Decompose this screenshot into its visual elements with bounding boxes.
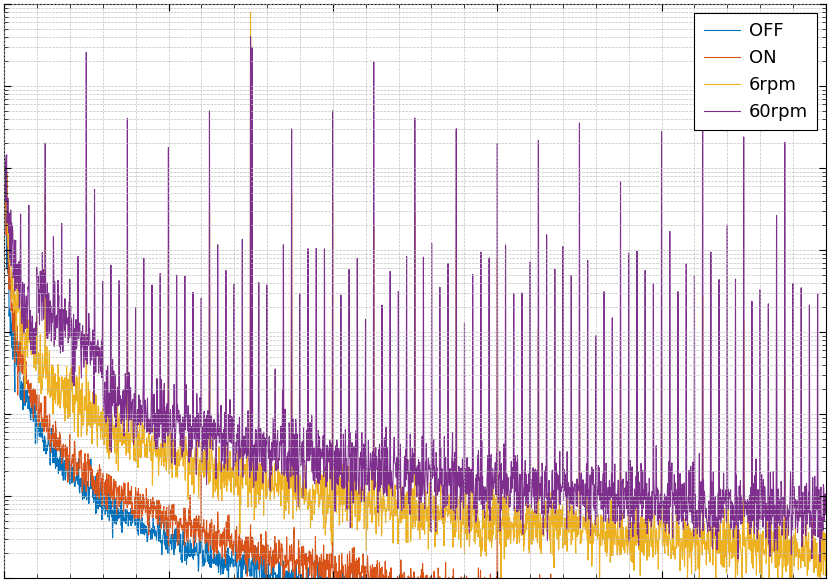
- 60rpm: [0, 152, 10, 159]
- 60rpm: [815, 558, 825, 565]
- ON: [399, 572, 409, 579]
- 6rpm: [42, 343, 51, 350]
- Legend: OFF, ON, 6rpm, 60rpm: OFF, ON, 6rpm, 60rpm: [695, 13, 817, 130]
- 60rpm: [378, 455, 388, 462]
- 60rpm: [798, 504, 808, 511]
- 6rpm: [0, 194, 10, 201]
- 6rpm: [798, 533, 808, 540]
- 6rpm: [246, 9, 256, 16]
- 60rpm: [399, 470, 409, 477]
- Line: 6rpm: 6rpm: [5, 12, 826, 582]
- 6rpm: [821, 549, 830, 556]
- Line: 60rpm: 60rpm: [5, 36, 826, 562]
- 6rpm: [647, 508, 657, 515]
- Line: OFF: OFF: [5, 214, 826, 582]
- 60rpm: [698, 32, 708, 39]
- OFF: [0, 212, 10, 219]
- ON: [0, 182, 10, 189]
- 6rpm: [798, 548, 808, 555]
- 6rpm: [399, 499, 409, 506]
- 60rpm: [42, 330, 51, 337]
- OFF: [1, 211, 11, 218]
- 6rpm: [378, 508, 388, 515]
- Line: ON: ON: [5, 183, 826, 582]
- 60rpm: [647, 523, 657, 530]
- 60rpm: [821, 490, 830, 497]
- 60rpm: [797, 543, 807, 550]
- ON: [2, 179, 12, 186]
- ON: [42, 412, 52, 419]
- OFF: [42, 447, 52, 454]
